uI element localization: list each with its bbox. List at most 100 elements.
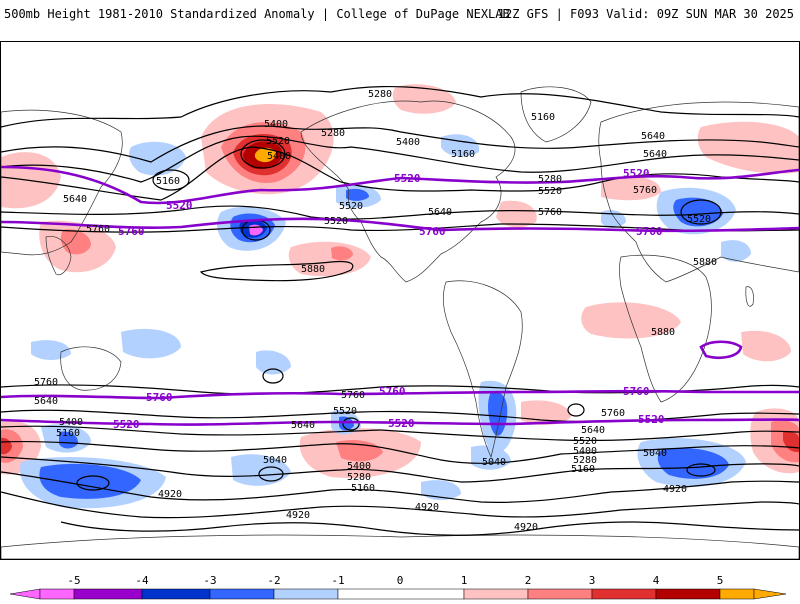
closed-low-contour [262,368,284,384]
colorbar-tick: 2 [525,574,532,587]
colorbar-tick: 0 [397,574,404,587]
highlight-label: 5520 [623,167,650,180]
positive-anomaly-shading [1,84,799,478]
highlight-label: 5520 [113,418,140,431]
colorbar-segment [273,588,339,600]
contour-line [1,125,799,163]
anomaly-pos2-area [331,246,353,261]
highlight-contour-africa [699,340,743,359]
closed-low-contour [258,466,284,482]
contour-label: 5040 [263,455,287,466]
contour-label: 5640 [34,396,58,407]
highlight-contour-5520-north [1,165,799,205]
model-valid-time: 12Z GFS | F093 Valid: 09Z SUN MAR 30 202… [497,7,794,21]
anomaly-neg2-area [346,188,369,201]
contour-label: 5520 [538,186,562,197]
highlight-contour-5520-south [1,418,799,426]
negative-anomaly-shading [20,134,751,509]
contour-label: 5400 [59,417,83,428]
contour-label: 5640 [428,207,452,218]
contour-label: 5280 [573,455,597,466]
highlight-label: 5520 [394,172,421,185]
anomaly-neg1-area [721,240,751,262]
australia-outline [60,346,122,391]
anomaly-neg1-area [421,480,461,500]
contour-label: 5520 [324,216,348,227]
colorbar-tick: -1 [331,574,344,587]
anomaly-pos5-area [254,147,277,163]
coastlines [1,86,799,559]
map-title: 500mb Height 1981-2010 Standardized Anom… [4,7,510,21]
contour-label: 5160 [451,149,475,160]
contour-line [1,146,799,201]
anomaly-neg1-area [121,328,181,359]
anomaly-neg2-area [59,431,79,449]
colorbar-tick-labels: -5 -4 -3 -2 -1 0 1 2 3 4 5 [67,574,723,587]
anomaly-neg2-area [657,447,729,479]
contour-line [1,205,799,220]
india-outline [45,236,72,276]
contour-label: 5520 [687,214,711,225]
closed-low-contour [152,169,190,191]
contour-label: 5760 [633,185,657,196]
contour-label: 5280 [368,89,392,100]
anomaly-neg2-area [39,463,141,499]
colorbar-segment [73,588,143,600]
south-america-outline [442,280,523,459]
anomaly-colorbar: -5 -4 -3 -2 -1 0 1 2 3 4 5 [0,568,800,600]
contour-label: 5880 [301,264,325,275]
contour-label: 5880 [651,327,675,338]
contour-label: 5400 [264,119,288,130]
eurasia-outline [598,101,799,283]
closed-low-contour [567,403,585,417]
contour-label: 5160 [351,483,375,494]
contour-value-labels: 5280 5160 5400 5280 5400 5160 5640 5520 … [34,89,717,533]
title-bar: 500mb Height 1981-2010 Standardized Anom… [0,0,800,30]
highlight-label: 5760 [419,225,446,238]
contour-label: 5640 [581,425,605,436]
contour-label: 5280 [321,128,345,139]
north-america-outline [300,100,516,283]
contour-label: 5040 [643,448,667,459]
contour-label: 5400 [573,446,597,457]
antarctica-outline [1,534,799,559]
closed-low-contour [76,475,110,491]
contour-label: 5160 [571,464,595,475]
contour-label: 5640 [643,149,667,160]
contour-label: 5400 [347,461,371,472]
anomaly-pos2-area [1,429,23,463]
highlight-contour-5760-north [1,217,799,233]
anomaly-pos1-area [392,84,456,114]
map-panel: 5280 5160 5400 5280 5400 5160 5640 5520 … [0,41,800,560]
anomaly-pos1-area [697,121,799,174]
contour-line [1,384,799,395]
colorbar-tick: 1 [461,574,468,587]
anomaly-pos1-area [601,176,661,201]
contour-label: 5520 [333,406,357,417]
colorbar-segment [209,588,275,600]
closed-high-contour [240,139,286,169]
contour-line [1,409,799,423]
africa-outline [619,254,712,403]
colorbar-segment [719,588,755,600]
contour-line [1,440,799,464]
contour-label: 4920 [158,489,182,500]
contour-line [1,471,799,503]
colorbar-tick: 5 [717,574,724,587]
colorbar-tick: 4 [653,574,660,587]
highlight-contour-5760-south [1,389,799,400]
contour-label: 5760 [34,377,58,388]
closed-low-contour [686,463,716,477]
contour-label: 5160 [531,112,555,123]
contour-label: 5640 [291,420,315,431]
colorbar-arrow-right [753,588,787,600]
closed-low-contour [680,199,722,225]
highlight-label: 5520 [638,413,665,426]
colorbar-tick: -2 [267,574,280,587]
contour-line [199,260,354,282]
contour-label: 5040 [482,457,506,468]
colorbar-segment [463,588,529,600]
colorbar-segment [527,588,593,600]
colorbar-segment [141,588,211,600]
anomaly-pos1-area [496,200,537,228]
